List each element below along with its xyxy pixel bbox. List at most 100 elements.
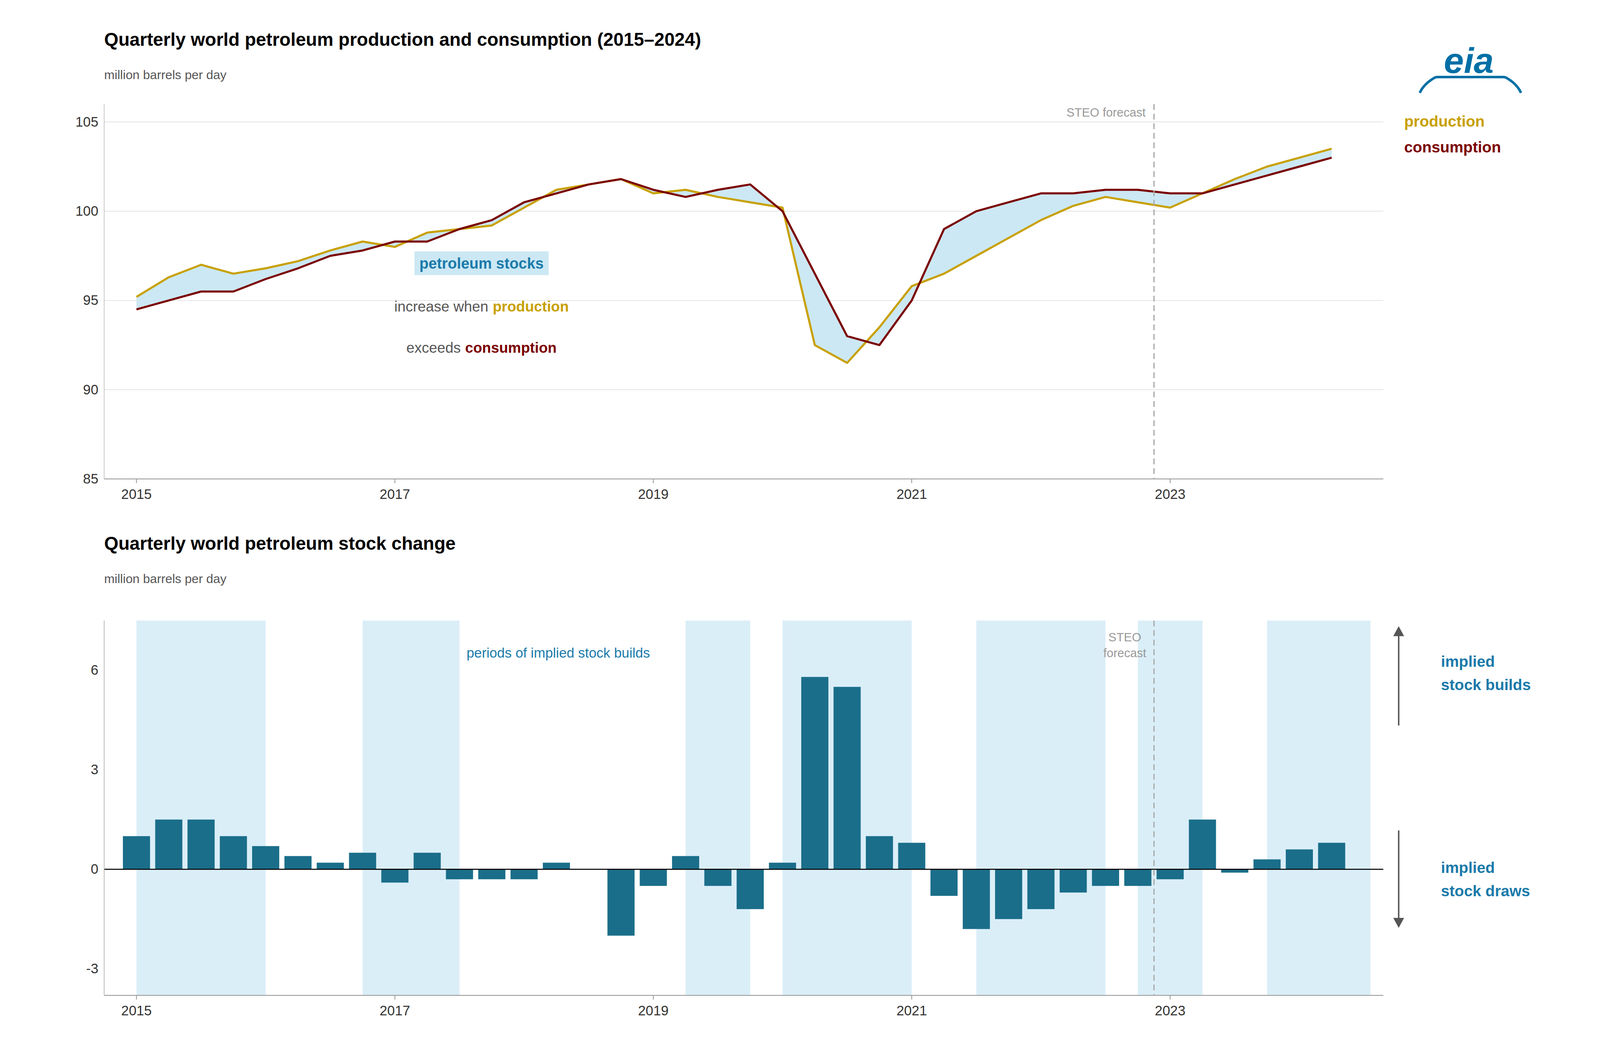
bar <box>801 677 829 870</box>
annotation-part: consumption <box>465 339 557 356</box>
x-tick <box>1169 995 1171 1000</box>
series-line <box>136 148 1332 363</box>
bar <box>768 862 796 870</box>
side-label: implied <box>1440 653 1495 671</box>
bar <box>1156 869 1184 880</box>
x-tick <box>1169 479 1171 484</box>
bar <box>898 843 926 870</box>
bar <box>930 869 958 897</box>
x-tick <box>911 479 913 484</box>
bar <box>1188 820 1216 870</box>
y-tick-label: 95 <box>82 292 99 308</box>
bar <box>704 869 732 887</box>
y-tick-label: 105 <box>75 114 99 130</box>
bar <box>607 869 635 936</box>
y-axis-line <box>103 620 105 996</box>
bar <box>155 820 183 870</box>
annotation-part: increase when <box>394 298 489 315</box>
bar <box>122 836 150 870</box>
grid-line <box>104 389 1384 391</box>
bar <box>1092 869 1120 887</box>
bar <box>736 869 764 910</box>
x-tick <box>136 479 138 484</box>
x-tick <box>394 995 396 1000</box>
x-tick <box>652 995 654 1000</box>
forecast-label: STEO forecast <box>1066 105 1146 120</box>
annotation-part: petroleum stocks <box>419 255 544 273</box>
bar <box>1317 843 1345 870</box>
bar <box>995 869 1023 920</box>
y-tick-label: 85 <box>82 471 99 487</box>
x-axis-line <box>104 995 1384 997</box>
x-tick <box>136 995 138 1000</box>
chart-title: Quarterly world petroleum production and… <box>104 29 702 50</box>
y-tick-label: 90 <box>82 382 99 398</box>
y-axis-line <box>103 104 105 480</box>
logo-swoosh <box>1420 77 1522 93</box>
bar <box>187 820 215 870</box>
legend-entry: production <box>1404 112 1485 130</box>
side-arrow-head <box>1393 626 1405 637</box>
background <box>0 0 1600 1052</box>
x-tick-label: 2015 <box>121 1003 152 1019</box>
bar <box>1253 859 1281 870</box>
side-arrow <box>1397 632 1400 727</box>
bar <box>316 862 344 870</box>
forecast-label: forecast <box>1103 646 1147 660</box>
bar <box>413 853 441 870</box>
plot-area <box>122 620 1371 996</box>
shaded-label: periods of implied stock builds <box>466 645 650 661</box>
x-tick-label: 2019 <box>637 1003 669 1019</box>
bar <box>381 869 409 883</box>
shaded-period <box>362 620 460 996</box>
zero-line <box>104 869 1384 871</box>
grid-line <box>104 478 1384 480</box>
logo: eia <box>1443 40 1494 81</box>
x-tick-label: 2021 <box>896 1003 927 1019</box>
bar <box>1124 869 1152 887</box>
bar <box>865 836 893 870</box>
shaded-period <box>136 620 266 996</box>
x-tick-label: 2021 <box>896 486 927 503</box>
side-arrow-head <box>1393 918 1405 929</box>
x-tick-label: 2017 <box>379 1003 410 1019</box>
series-line <box>136 157 1332 346</box>
x-tick-label: 2023 <box>1155 1003 1186 1019</box>
grid-line <box>104 121 1384 123</box>
annotation-part: production <box>492 298 569 315</box>
bar <box>220 836 248 870</box>
side-label: stock builds <box>1440 676 1531 694</box>
y-tick-label: 6 <box>90 662 99 678</box>
shaded-period <box>1137 620 1203 996</box>
x-tick-label: 2017 <box>379 486 410 503</box>
bar <box>639 869 667 887</box>
y-tick-label: 0 <box>90 861 99 878</box>
bar <box>284 856 312 870</box>
bar <box>252 846 280 870</box>
x-tick-label: 2015 <box>121 486 152 503</box>
legend-entry: consumption <box>1404 138 1501 156</box>
shaded-period <box>685 620 750 996</box>
bar <box>445 869 473 880</box>
chart-root: Quarterly world petroleum production and… <box>0 0 1600 1052</box>
bar <box>833 687 861 870</box>
chart-title: Quarterly world petroleum stock change <box>104 533 456 554</box>
bar <box>672 856 700 870</box>
x-tick <box>911 995 913 1000</box>
y-tick-label: 3 <box>90 762 99 778</box>
annotation-part: exceeds <box>406 339 461 356</box>
annotation-box <box>414 251 549 276</box>
shaded-period <box>782 620 912 996</box>
forecast-label: STEO <box>1108 630 1142 645</box>
bar <box>1059 869 1087 893</box>
grid-line <box>104 300 1384 302</box>
bar <box>478 869 506 880</box>
forecast-line <box>1153 620 1155 996</box>
y-axis-line <box>103 620 105 996</box>
side-label: stock draws <box>1440 882 1530 900</box>
side-arrow <box>1397 830 1400 923</box>
bar <box>349 853 377 870</box>
y-axis-label: million barrels per day <box>104 572 227 586</box>
side-label: implied <box>1440 859 1495 877</box>
annotation-title: petroleum stocks <box>419 255 544 273</box>
